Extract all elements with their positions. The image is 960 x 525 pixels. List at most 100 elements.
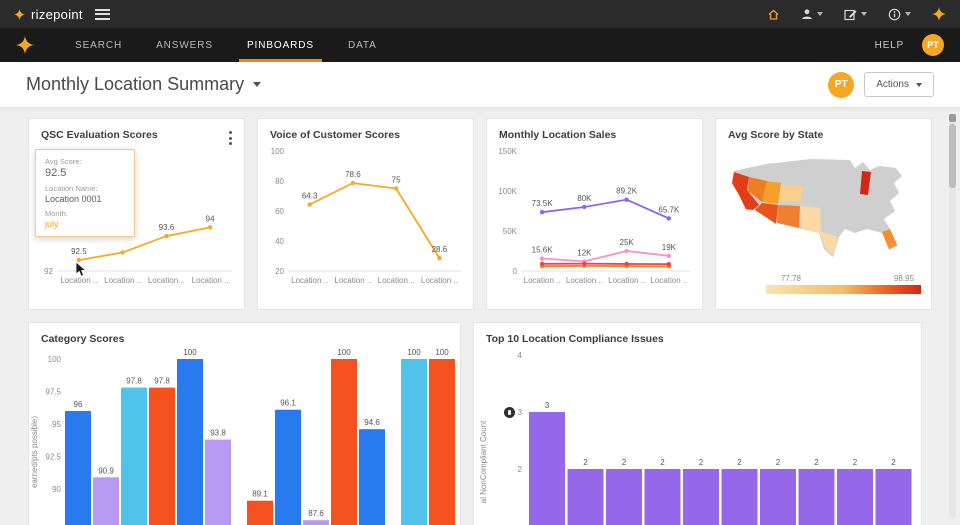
card-title: Top 10 Location Compliance Issues [486, 333, 664, 345]
svg-text:12K: 12K [577, 248, 592, 257]
svg-text:2: 2 [699, 458, 704, 467]
chevron-down-icon [861, 12, 867, 16]
card-qsc-evaluation-scores: QSC Evaluation Scores 92 Location .. Locat… [28, 118, 245, 310]
primary-nav: SEARCH ANSWERS PINBOARDS DATA HELP PT [0, 28, 960, 62]
svg-text:96.1: 96.1 [280, 399, 296, 408]
svg-text:100: 100 [271, 147, 285, 156]
nav-item-data[interactable]: DATA [347, 39, 377, 51]
tooltip-avg-label: Avg Score: [45, 157, 82, 166]
user-avatar[interactable]: PT [922, 34, 944, 56]
svg-text:97.8: 97.8 [126, 377, 142, 386]
svg-text:78.6: 78.6 [345, 170, 361, 179]
voc-line-chart[interactable]: 100 80 60 40 20 Location .. Location .. Locatio… [258, 143, 473, 301]
svg-text:Location ..: Location .. [104, 276, 141, 285]
svg-text:2: 2 [814, 458, 819, 467]
spark-icon[interactable] [932, 7, 946, 21]
user-icon [802, 9, 812, 19]
nav-item-search[interactable]: SEARCH [75, 39, 123, 51]
card-title: Monthly Location Sales [499, 129, 617, 141]
compose-menu[interactable] [844, 8, 867, 21]
svg-text:100: 100 [435, 348, 449, 357]
actions-button[interactable]: Actions [864, 72, 934, 97]
axis-marker-icon[interactable] [504, 407, 515, 418]
tooltip-location-value: Location 0001 [45, 194, 102, 204]
svg-text:2: 2 [853, 458, 858, 467]
scrollbar-thumb[interactable] [949, 124, 956, 188]
state-NV[interactable] [748, 177, 767, 202]
legend-min-label: 77.78 [781, 274, 802, 283]
svg-text:93.6: 93.6 [159, 223, 175, 232]
info-menu[interactable] [888, 8, 911, 21]
user-menu[interactable] [801, 8, 823, 20]
pinboard-titlebar: Monthly Location Summary PT Actions [0, 62, 960, 108]
nav-item-pinboards[interactable]: PINBOARDS [230, 28, 331, 62]
sales-line-chart[interactable]: 150K 100K 50K 0 Location .. Location .. Locati… [487, 143, 702, 301]
svg-text:96: 96 [74, 400, 83, 409]
state-CO[interactable] [779, 185, 803, 202]
svg-text:Location ..: Location .. [60, 276, 97, 285]
map-legend-gradient [766, 285, 921, 294]
svg-text:93.8: 93.8 [210, 429, 226, 438]
svg-text:28.6: 28.6 [432, 245, 448, 254]
card-title: Category Scores [41, 333, 125, 345]
card-avg-score-by-state: Avg Score by State 7 [715, 118, 932, 310]
svg-text:Location ..: Location .. [524, 276, 561, 285]
svg-text:2: 2 [660, 458, 665, 467]
nav-item-answers[interactable]: ANSWERS [156, 39, 213, 51]
state-IN[interactable] [860, 171, 871, 195]
help-link[interactable]: HELP [874, 39, 904, 51]
svg-text:earned/pts possible): earned/pts possible) [30, 416, 39, 488]
state-UT[interactable] [762, 181, 781, 204]
state-CA[interactable] [732, 172, 759, 210]
svg-text:92: 92 [44, 267, 53, 276]
svg-text:2: 2 [776, 458, 781, 467]
state-AZ[interactable] [755, 203, 778, 224]
scrollbar-track[interactable] [949, 114, 956, 518]
chart-tooltip: Avg Score: 92.5 Location Name: Location … [35, 149, 135, 237]
category-bar-chart[interactable]: 100 97.5 95 92.5 90 earned/pts possible) 96 90.… [29, 347, 460, 525]
state-NM[interactable] [777, 205, 800, 228]
svg-text:100: 100 [337, 348, 351, 357]
tooltip-month-value: july [45, 219, 59, 229]
svg-text:150K: 150K [498, 147, 517, 156]
svg-text:0: 0 [513, 267, 518, 276]
svg-text:94.6: 94.6 [364, 418, 380, 427]
qsc-line-chart[interactable]: 92 Location .. Location .. Location .. Locat… [29, 143, 244, 301]
svg-text:Location ..: Location .. [378, 276, 415, 285]
scrollbar-up-button[interactable] [949, 114, 956, 122]
svg-text:95: 95 [52, 420, 61, 429]
state-TX[interactable] [800, 206, 838, 255]
rizepoint-logo-icon [14, 8, 25, 20]
hamburger-icon[interactable] [94, 8, 110, 20]
home-icon[interactable] [767, 8, 780, 21]
svg-text:2: 2 [622, 458, 627, 467]
us-choropleth-map[interactable]: 77.78 98.95 [716, 143, 931, 305]
svg-text:87.6: 87.6 [308, 509, 324, 518]
state-FL[interactable] [882, 229, 897, 249]
brand-logo[interactable]: rizepoint [14, 7, 83, 22]
svg-text:89.2K: 89.2K [616, 187, 638, 196]
card-monthly-location-sales: Monthly Location Sales 150K 100K 50K 0 Locat… [486, 118, 703, 310]
card-compliance-issues: Top 10 Location Compliance Issues 4 3 2 al … [473, 322, 922, 525]
title-dropdown-icon[interactable] [253, 82, 262, 87]
card-title: Voice of Customer Scores [270, 129, 400, 141]
svg-text:2: 2 [518, 465, 523, 474]
pinboard-content: QSC Evaluation Scores 92 Location .. Locat… [0, 108, 960, 525]
svg-text:64.3: 64.3 [302, 192, 318, 201]
card-title: Avg Score by State [728, 129, 824, 141]
compliance-bar-chart[interactable]: 4 3 2 al NonCompliant Count 3 2 2 2 2 2 2 2 2 2 [474, 347, 921, 525]
svg-text:92.5: 92.5 [71, 247, 87, 256]
app-logo-icon[interactable] [16, 36, 34, 54]
svg-text:Location ..: Location .. [192, 276, 229, 285]
svg-text:50K: 50K [503, 227, 518, 236]
svg-text:Location ..: Location .. [566, 276, 603, 285]
svg-text:3: 3 [545, 401, 550, 410]
tooltip-avg-value: 92.5 [45, 167, 67, 179]
svg-text:97.5: 97.5 [45, 388, 61, 397]
svg-text:80: 80 [275, 177, 284, 186]
svg-text:20: 20 [275, 267, 284, 276]
kebab-menu-icon[interactable] [227, 129, 234, 147]
svg-text:2: 2 [737, 458, 742, 467]
owner-avatar: PT [828, 71, 855, 98]
